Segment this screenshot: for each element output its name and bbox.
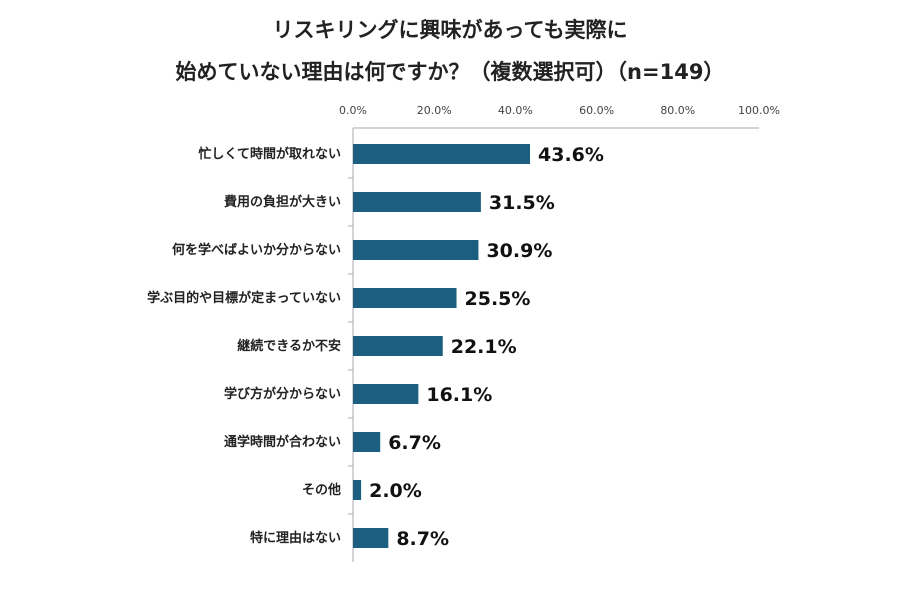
category-label: 学ぶ目的や目標が定まっていない bbox=[147, 290, 341, 306]
bar bbox=[353, 192, 481, 212]
x-tick-label: 0.0% bbox=[339, 104, 367, 117]
data-label: 43.6% bbox=[538, 144, 604, 166]
bar bbox=[353, 384, 419, 404]
x-tick-label: 40.0% bbox=[498, 104, 533, 117]
x-tick-label: 20.0% bbox=[417, 104, 452, 117]
x-tick-label: 60.0% bbox=[579, 104, 614, 117]
category-label: 継続できるか不安 bbox=[237, 338, 341, 354]
bar bbox=[353, 336, 443, 356]
data-label: 22.1% bbox=[451, 336, 517, 358]
data-label: 25.5% bbox=[465, 288, 531, 310]
bar bbox=[353, 240, 479, 260]
data-label: 30.9% bbox=[486, 240, 552, 262]
bar bbox=[353, 144, 531, 164]
category-label: 何を学べばよいか分からない bbox=[172, 242, 341, 258]
category-label: その他 bbox=[302, 482, 341, 498]
chart-title-line-2: 始めていない理由は何ですか？（複数選択可）（n=149） bbox=[175, 60, 725, 84]
data-label: 8.7% bbox=[396, 528, 449, 550]
x-tick-label: 100.0% bbox=[738, 104, 780, 117]
data-label: 16.1% bbox=[426, 384, 492, 406]
data-label: 6.7% bbox=[388, 432, 441, 454]
category-label: 学び方が分からない bbox=[224, 386, 341, 402]
bar bbox=[353, 288, 457, 308]
bar bbox=[353, 432, 381, 452]
bar bbox=[353, 528, 389, 548]
category-label: 忙しくて時間が取れない bbox=[198, 146, 341, 162]
x-tick-label: 80.0% bbox=[660, 104, 695, 117]
category-label: 特に理由はない bbox=[250, 530, 341, 546]
data-label: 2.0% bbox=[369, 480, 422, 502]
category-label: 費用の負担が大きい bbox=[224, 194, 341, 210]
category-label: 通学時間が合わない bbox=[224, 434, 341, 450]
data-label: 31.5% bbox=[489, 192, 555, 214]
bar bbox=[353, 480, 362, 500]
chart-title-line-1: リスキリングに興味があっても実際に bbox=[272, 18, 628, 42]
